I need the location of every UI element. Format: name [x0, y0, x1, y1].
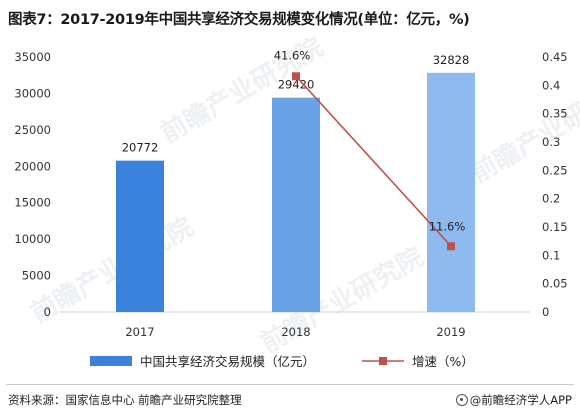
left-axis-tick-label: 30000: [14, 86, 51, 100]
left-axis-tick-label: 15000: [14, 196, 51, 210]
right-axis-tick-label: 0.25: [542, 163, 568, 177]
line-series: 41.6% 11.6%: [274, 48, 466, 251]
left-axis-tick-label: 25000: [14, 123, 51, 137]
x-axis-tick-label: 2018: [281, 325, 310, 339]
right-axis-tick-label: 0.4: [542, 78, 560, 92]
right-axis-tick-label: 0: [542, 305, 549, 319]
legend-label-line: 增速（%）: [412, 354, 474, 369]
x-axis: 2017 2018 2019: [60, 311, 530, 339]
left-axis-tick-label: 20000: [14, 159, 51, 173]
right-axis: 0 0.05 0.1 0.15 0.2 0.25 0.3 0.35 0.4 0.45: [542, 50, 568, 319]
legend-label-bar: 中国共享经济交易规模（亿元）: [140, 354, 315, 369]
legend-swatch-bar: [90, 356, 132, 366]
growth-line: [295, 75, 452, 247]
brand-icon: [455, 394, 468, 406]
chart-title: 图表7：2017-2019年中国共享经济交易规模变化情况(单位：亿元，%): [8, 12, 470, 28]
legend: 中国共享经济交易规模（亿元） 增速（%）: [90, 354, 474, 369]
legend-swatch-marker: [379, 357, 387, 365]
left-axis-tick-label: 0: [44, 305, 51, 319]
right-axis-tick-label: 0.1: [542, 248, 560, 262]
right-axis-tick-label: 0.3: [542, 135, 560, 149]
right-axis-tick-label: 0.45: [542, 50, 568, 64]
left-axis-tick-label: 35000: [14, 50, 51, 64]
right-axis-tick-label: 0.2: [542, 192, 560, 206]
footer-divider: [6, 384, 574, 385]
x-axis-tick-label: 2019: [436, 325, 465, 339]
left-axis-tick-label: 5000: [22, 269, 51, 283]
x-axis-tick-label: 2017: [125, 325, 154, 339]
growth-point: [292, 72, 300, 81]
footer: 资料来源：国家信息中心 前瞻产业研究院整理 @前瞻经济学人APP: [0, 382, 580, 420]
growth-point: [447, 242, 455, 251]
left-axis-tick-label: 10000: [14, 232, 51, 246]
bar: [116, 160, 164, 312]
right-axis-tick-label: 0.35: [542, 107, 568, 121]
right-axis-tick-label: 0.15: [542, 220, 568, 234]
bar-series: 20772 29420 32828: [116, 53, 475, 312]
left-axis: 0 5000 10000 15000 20000 25000 30000 35000: [14, 50, 51, 319]
source-note: 资料来源：国家信息中心 前瞻产业研究院整理: [8, 393, 242, 407]
bar: [272, 97, 320, 312]
bar-value-label: 29420: [278, 78, 315, 92]
bar-value-label: 20772: [122, 141, 159, 155]
growth-point-label: 11.6%: [429, 219, 466, 233]
bar: [427, 72, 475, 312]
brand-credit: @前瞻经济学人APP: [455, 392, 572, 408]
combo-chart: 0 5000 10000 15000 20000 25000 30000 35000 0 0.0…: [14, 48, 568, 369]
bar-value-label: 32828: [433, 53, 470, 67]
right-axis-tick-label: 0.05: [542, 277, 568, 291]
brand-text: @前瞻经济学人APP: [469, 393, 572, 407]
growth-point-label: 41.6%: [274, 48, 311, 62]
